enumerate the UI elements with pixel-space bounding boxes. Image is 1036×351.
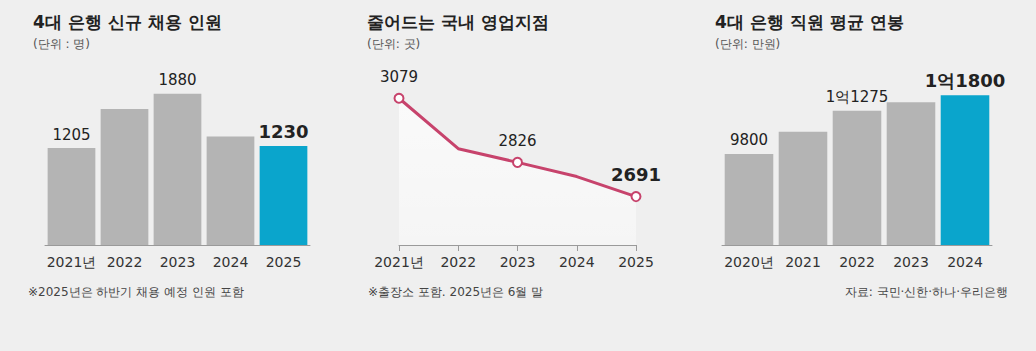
svg-text:2024: 2024 <box>559 254 595 270</box>
svg-text:※2025년은 하반기 채용 예정 인원 포함: ※2025년은 하반기 채용 예정 인원 포함 <box>28 285 244 299</box>
svg-text:2022: 2022 <box>440 254 476 270</box>
svg-text:4대 은행 신규 채용 인원: 4대 은행 신규 채용 인원 <box>33 12 222 32</box>
svg-text:2021: 2021 <box>785 254 821 270</box>
svg-text:(단위: 만원): (단위: 만원) <box>715 37 780 51</box>
svg-text:2023: 2023 <box>893 254 929 270</box>
svg-text:2826: 2826 <box>498 132 536 150</box>
svg-text:4대 은행 직원 평균 연봉: 4대 은행 직원 평균 연봉 <box>715 12 904 32</box>
svg-text:2024: 2024 <box>213 254 249 270</box>
svg-text:2022: 2022 <box>839 254 875 270</box>
svg-text:1880: 1880 <box>158 71 196 89</box>
svg-text:1230: 1230 <box>258 121 308 142</box>
svg-text:1억1800: 1억1800 <box>925 70 1006 91</box>
svg-text:2025: 2025 <box>266 254 302 270</box>
svg-text:※출장소 포함. 2025년은 6월 말: ※출장소 포함. 2025년은 6월 말 <box>368 285 543 299</box>
svg-text:(단위 : 명): (단위 : 명) <box>33 37 90 51</box>
svg-text:2691: 2691 <box>611 164 661 185</box>
svg-text:2022: 2022 <box>107 254 143 270</box>
svg-text:3079: 3079 <box>380 68 418 86</box>
svg-text:1205: 1205 <box>52 126 90 144</box>
svg-text:(단위: 곳): (단위: 곳) <box>367 37 420 51</box>
svg-text:2024: 2024 <box>947 254 983 270</box>
svg-text:2021년: 2021년 <box>374 254 424 270</box>
svg-text:2023: 2023 <box>500 254 536 270</box>
svg-text:줄어드는 국내 영업지점: 줄어드는 국내 영업지점 <box>367 12 549 32</box>
svg-text:2021년: 2021년 <box>47 254 97 270</box>
svg-text:2020년: 2020년 <box>724 254 774 270</box>
svg-text:2023: 2023 <box>160 254 196 270</box>
svg-text:2025: 2025 <box>618 254 654 270</box>
svg-text:1억1275: 1억1275 <box>826 88 889 106</box>
svg-text:9800: 9800 <box>730 131 768 149</box>
svg-text:자료: 국민·신한·하나·우리은행: 자료: 국민·신한·하나·우리은행 <box>845 285 1008 299</box>
